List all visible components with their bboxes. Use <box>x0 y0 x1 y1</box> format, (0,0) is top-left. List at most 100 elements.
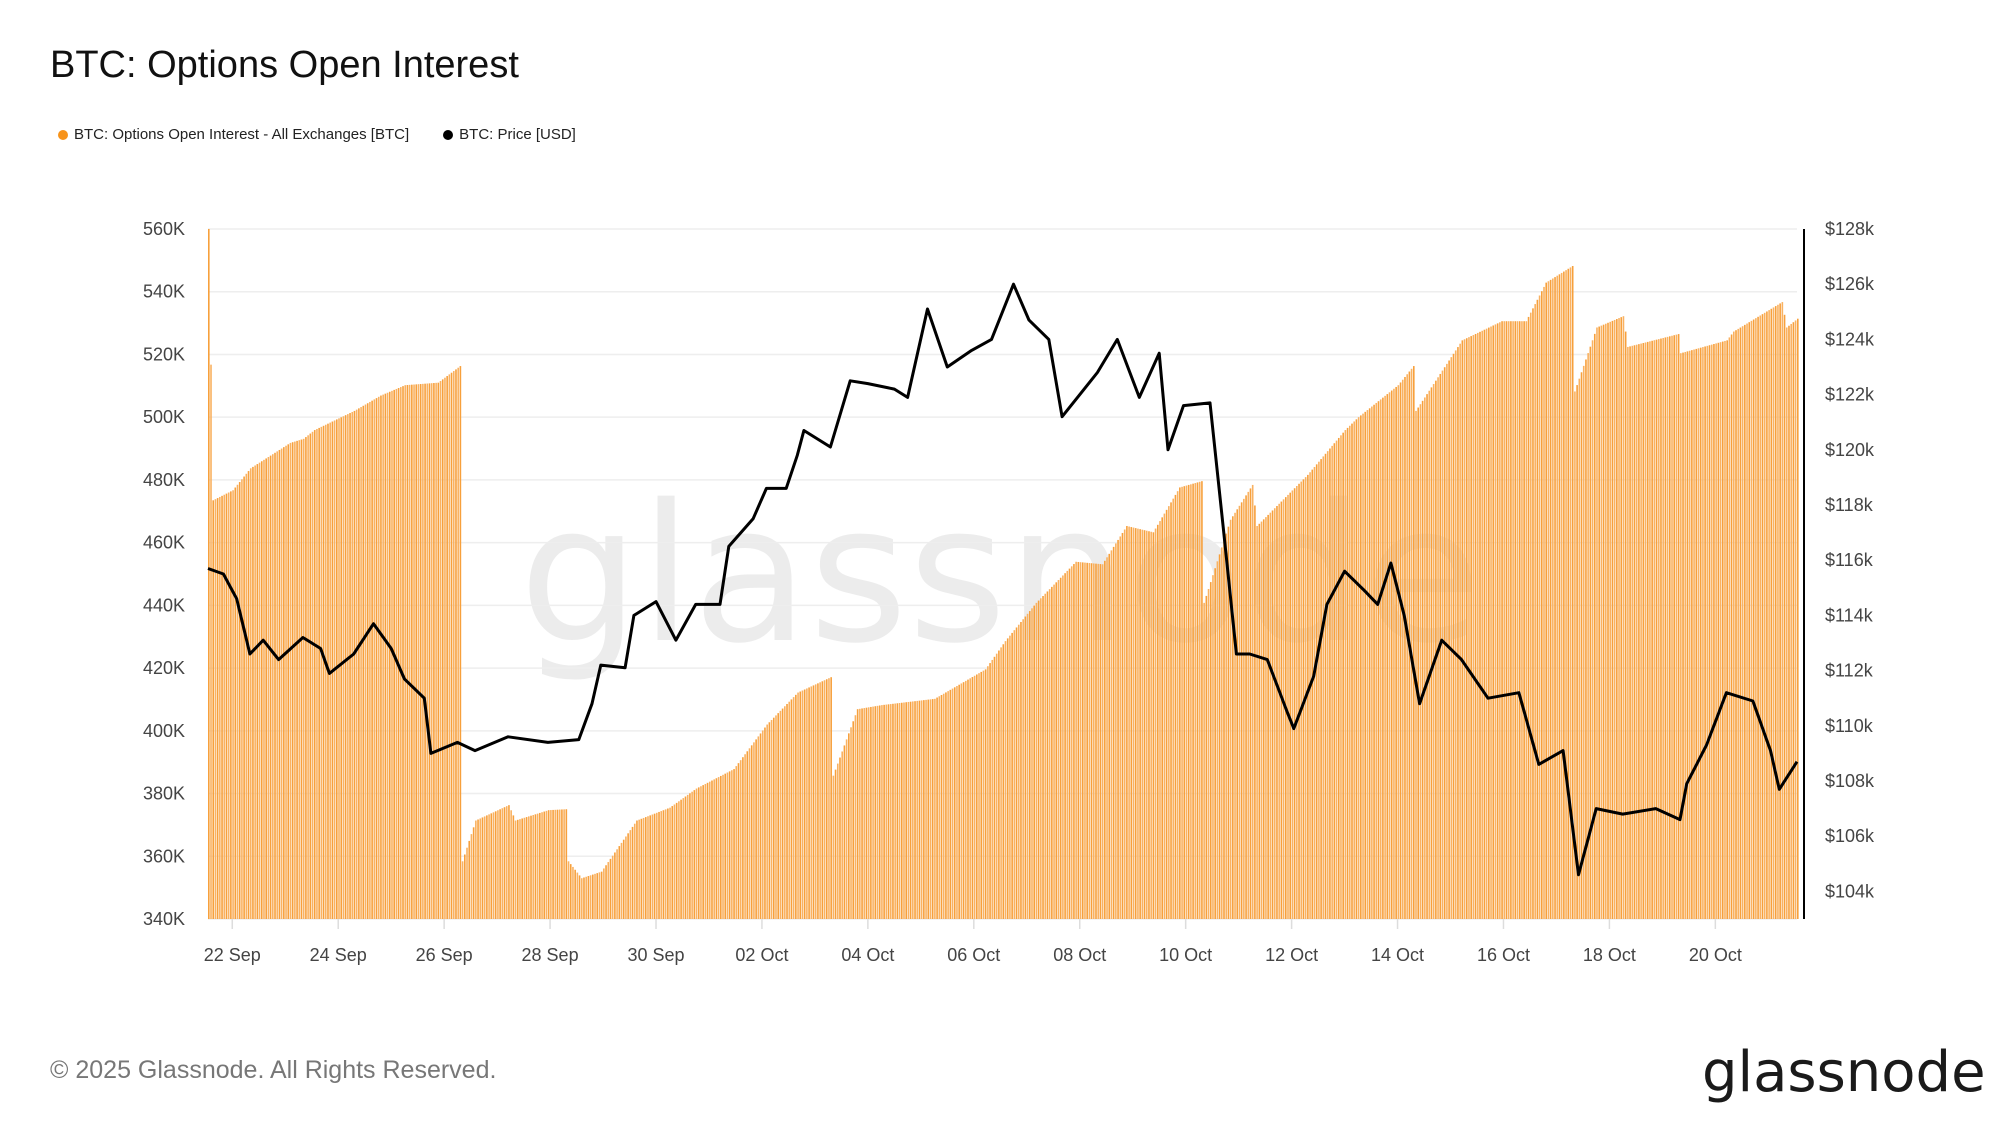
oi-bar <box>1307 474 1309 919</box>
oi-bar <box>720 775 722 919</box>
oi-bar <box>1777 304 1779 919</box>
oi-bar <box>558 809 561 919</box>
oi-bar <box>1044 593 1047 919</box>
oi-bar <box>675 802 678 919</box>
oi-bar <box>1624 331 1627 919</box>
oi-bar <box>461 861 464 919</box>
oi-bar <box>715 778 718 919</box>
oi-bar <box>739 760 742 919</box>
oi-bar <box>580 878 583 919</box>
oi-bar <box>1002 644 1005 919</box>
oi-bar <box>210 364 212 920</box>
oi-bar <box>1730 334 1733 920</box>
oi-bar <box>486 815 488 919</box>
oi-bar <box>1086 562 1088 919</box>
oi-bar <box>874 706 877 919</box>
oi-bar <box>1101 564 1104 919</box>
oi-bar <box>1315 464 1318 919</box>
oi-bar <box>225 493 228 919</box>
oi-bar <box>925 699 927 919</box>
oi-bar <box>364 404 367 919</box>
oi-bar <box>247 471 250 919</box>
glassnode-logo: glassnode <box>1702 1040 1986 1105</box>
oi-bar <box>525 817 528 919</box>
oi-bar <box>1282 499 1285 919</box>
oi-bar <box>1755 318 1757 919</box>
oi-bar <box>528 816 530 919</box>
oi-bar <box>1344 430 1347 919</box>
right-tick-label: $120k <box>1825 440 1875 460</box>
oi-bar <box>1395 386 1397 920</box>
legend-dot-icon <box>58 129 68 140</box>
oi-bar <box>788 701 791 919</box>
oi-bar <box>1488 327 1490 919</box>
oi-bar <box>499 809 501 919</box>
oi-bar <box>1518 321 1521 919</box>
oi-bar <box>355 409 358 919</box>
oi-bar <box>561 809 563 919</box>
oi-bar <box>514 820 517 919</box>
legend-item-price[interactable]: BTC: Price [USD] <box>443 126 576 143</box>
oi-bar <box>1077 561 1080 919</box>
oi-bar <box>1556 275 1559 919</box>
oi-bar <box>691 791 693 919</box>
oi-bar <box>1143 530 1146 919</box>
oi-bar <box>1011 632 1013 919</box>
oi-bar <box>1401 379 1404 919</box>
oi-bar <box>274 452 276 919</box>
oi-bar <box>578 875 581 919</box>
oi-bar <box>616 849 618 919</box>
oi-bar <box>1629 346 1631 920</box>
oi-bar <box>452 371 455 919</box>
oi-bar <box>296 440 298 919</box>
oi-bar <box>883 704 885 919</box>
oi-bar <box>1238 505 1241 919</box>
oi-bar <box>1148 531 1150 919</box>
oi-bar <box>1779 303 1781 919</box>
oi-bar <box>1768 310 1770 919</box>
oi-bar <box>1604 323 1607 920</box>
oi-bar <box>1721 341 1724 920</box>
oi-bar <box>1582 365 1585 919</box>
x-tick-label: 06 Oct <box>947 945 1000 965</box>
oi-bar <box>852 721 855 919</box>
oi-bar <box>1450 357 1453 920</box>
x-tick-label: 20 Oct <box>1689 945 1742 965</box>
oi-bar <box>1333 443 1336 919</box>
oi-bar <box>1353 421 1356 919</box>
oi-bar <box>464 854 466 919</box>
oi-bar <box>1375 402 1378 919</box>
oi-bar <box>481 817 484 919</box>
oi-bar <box>567 861 570 919</box>
oi-bar <box>905 702 908 919</box>
oi-bar <box>283 447 285 919</box>
oi-bar <box>964 680 967 919</box>
oi-bar <box>1741 326 1744 920</box>
oi-bar <box>603 868 605 919</box>
oi-bar <box>1649 341 1651 919</box>
oi-bar <box>854 715 857 919</box>
oi-bar <box>1713 344 1715 920</box>
oi-bar <box>1240 502 1243 919</box>
oi-bar <box>316 428 318 919</box>
oi-bar <box>1068 568 1071 919</box>
oi-bar <box>1609 321 1612 919</box>
oi-bar <box>680 799 682 919</box>
oi-bar <box>358 408 360 919</box>
oi-bar <box>212 500 215 919</box>
oi-bar <box>1435 380 1437 919</box>
oi-bar <box>300 439 303 919</box>
oi-bar <box>1081 562 1084 919</box>
oi-bar <box>658 811 660 919</box>
oi-bar <box>556 809 559 919</box>
oi-bar <box>746 751 749 919</box>
price-line-group <box>207 282 1799 877</box>
oi-bar <box>1216 561 1219 919</box>
oi-bar <box>494 811 497 919</box>
legend-item-open-interest[interactable]: BTC: Options Open Interest - All Exchang… <box>58 126 409 143</box>
oi-bar <box>1620 317 1623 919</box>
oi-bar <box>885 704 888 919</box>
oi-bar <box>614 852 616 919</box>
oi-bar <box>1236 509 1239 919</box>
oi-bar <box>419 384 422 919</box>
